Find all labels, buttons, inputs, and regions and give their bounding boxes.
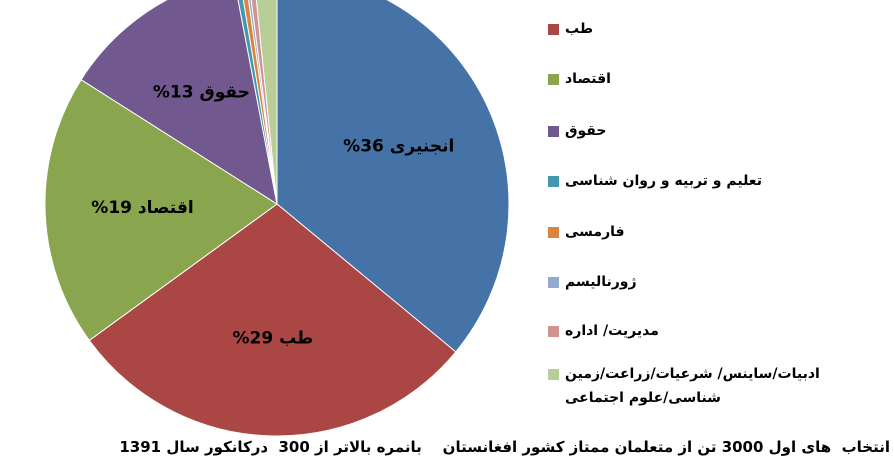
legend-item: تعلیم و تربیه و روان شناسی	[548, 169, 845, 193]
legend-item: مدیریت/ اداره	[548, 319, 845, 343]
pie-slice	[255, 0, 278, 205]
legend-swatch	[548, 227, 559, 238]
data-label: اقتصاد 19%	[91, 198, 193, 218]
data-label: طب 29%	[232, 328, 313, 348]
legend-item: اقتصاد	[548, 67, 845, 91]
legend-item: ادبیات/ساینس/ شرعیات/زراعت/زمین شناسی/عل…	[548, 362, 845, 410]
legend-label: اقتصاد	[565, 71, 611, 87]
legend-label: فارمسی	[565, 224, 625, 240]
chart-title: انتخاب های اول 3000 تن از متعلمان ممتاز …	[119, 438, 890, 456]
legend-label: حقوق	[565, 123, 607, 139]
legend-swatch	[548, 176, 559, 187]
legend-item: حقوق	[548, 119, 845, 143]
legend-label: ژورنالیسم	[565, 274, 637, 290]
legend-swatch	[548, 126, 559, 137]
legend-swatch	[548, 277, 559, 288]
pie-slice	[250, 0, 278, 205]
legend-label: طب	[565, 21, 594, 37]
legend-item: فارمسی	[548, 220, 845, 244]
pie-slice	[237, 0, 278, 205]
legend-swatch	[548, 24, 559, 35]
legend-item: طب	[548, 17, 845, 41]
data-label: انجنیری 36%	[343, 137, 454, 157]
legend-item: ژورنالیسم	[548, 270, 845, 294]
data-label: حقوق 13%	[153, 83, 250, 103]
legend-swatch	[548, 369, 559, 380]
legend-swatch	[548, 326, 559, 337]
legend-label: ادبیات/ساینس/ شرعیات/زراعت/زمین شناسی/عل…	[565, 366, 820, 406]
legend-swatch	[548, 74, 559, 85]
pie-slice	[248, 0, 278, 205]
legend-label: مدیریت/ اداره	[565, 323, 659, 339]
pie-slice	[80, 0, 278, 206]
pie-slice	[276, 0, 510, 353]
legend-label: تعلیم و تربیه و روان شناسی	[565, 173, 762, 189]
pie-slice	[44, 78, 278, 342]
pie-slice	[88, 203, 457, 437]
